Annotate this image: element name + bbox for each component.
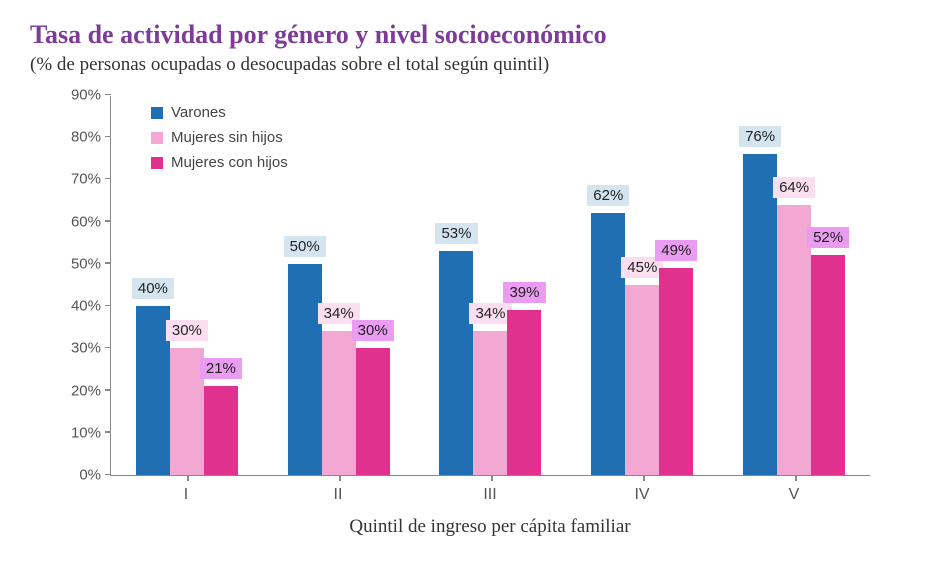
y-tick-mark bbox=[105, 347, 111, 349]
x-tick-mark bbox=[491, 475, 493, 481]
bar-value-label: 62% bbox=[587, 185, 629, 206]
legend-swatch bbox=[151, 107, 163, 119]
bar-group: 53%34%39% bbox=[439, 251, 541, 475]
y-tick-mark bbox=[105, 389, 111, 391]
bar: 76% bbox=[743, 154, 777, 475]
bar-value-label: 39% bbox=[503, 282, 545, 303]
y-tick-mark bbox=[105, 431, 111, 433]
x-tick-mark bbox=[795, 475, 797, 481]
y-tick-mark bbox=[105, 220, 111, 222]
bar: 30% bbox=[356, 348, 390, 475]
bar-value-label: 40% bbox=[132, 278, 174, 299]
x-tick-mark bbox=[187, 475, 189, 481]
bar: 39% bbox=[507, 310, 541, 475]
bar: 40% bbox=[136, 306, 170, 475]
bar-group: 50%34%30% bbox=[288, 264, 390, 475]
y-tick-label: 30% bbox=[51, 340, 101, 357]
x-tick-mark bbox=[643, 475, 645, 481]
x-tick-label: II bbox=[278, 486, 398, 504]
bar-group: 62%45%49% bbox=[591, 213, 693, 475]
bar: 30% bbox=[170, 348, 204, 475]
bar: 62% bbox=[591, 213, 625, 475]
bar-group: 40%30%21% bbox=[136, 306, 238, 475]
chart-subtitle: (% de personas ocupadas o desocupadas so… bbox=[30, 54, 909, 76]
bar: 53% bbox=[439, 251, 473, 475]
bar-value-label: 53% bbox=[435, 223, 477, 244]
bar-value-label: 21% bbox=[200, 358, 242, 379]
chart-title: Tasa de actividad por género y nivel soc… bbox=[30, 20, 909, 50]
bar: 52% bbox=[811, 255, 845, 475]
y-tick-label: 70% bbox=[51, 171, 101, 188]
bar: 64% bbox=[777, 205, 811, 475]
legend-item: Mujeres sin hijos bbox=[151, 129, 288, 146]
bar-value-label: 76% bbox=[739, 126, 781, 147]
bar-value-label: 30% bbox=[352, 320, 394, 341]
bar-value-label: 52% bbox=[807, 227, 849, 248]
y-tick-label: 0% bbox=[51, 467, 101, 484]
y-tick-mark bbox=[105, 305, 111, 307]
x-axis-labels: IIIIIIIVV bbox=[110, 486, 870, 504]
legend-label: Mujeres con hijos bbox=[171, 154, 288, 171]
chart-container: Varones Mujeres sin hijos Mujeres con hijo… bbox=[110, 96, 870, 538]
legend: Varones Mujeres sin hijos Mujeres con hijo… bbox=[151, 104, 288, 179]
y-tick-label: 90% bbox=[51, 87, 101, 104]
y-tick-label: 80% bbox=[51, 129, 101, 146]
plot-area: Varones Mujeres sin hijos Mujeres con hijo… bbox=[110, 96, 870, 476]
y-tick-label: 40% bbox=[51, 298, 101, 315]
y-tick-mark bbox=[105, 474, 111, 476]
x-tick-mark bbox=[339, 475, 341, 481]
legend-swatch bbox=[151, 132, 163, 144]
bar-value-label: 34% bbox=[469, 303, 511, 324]
y-tick-mark bbox=[105, 262, 111, 264]
bar-value-label: 49% bbox=[655, 240, 697, 261]
y-tick-label: 50% bbox=[51, 255, 101, 272]
bar-value-label: 30% bbox=[166, 320, 208, 341]
x-tick-label: IV bbox=[582, 486, 702, 504]
x-tick-label: III bbox=[430, 486, 550, 504]
y-tick-label: 10% bbox=[51, 424, 101, 441]
y-tick-label: 20% bbox=[51, 382, 101, 399]
bar: 34% bbox=[322, 331, 356, 475]
bar: 21% bbox=[204, 386, 238, 475]
y-tick-mark bbox=[105, 94, 111, 96]
legend-label: Mujeres sin hijos bbox=[171, 129, 283, 146]
y-tick-mark bbox=[105, 136, 111, 138]
bar-value-label: 64% bbox=[773, 177, 815, 198]
x-tick-label: I bbox=[126, 486, 246, 504]
legend-label: Varones bbox=[171, 104, 226, 121]
legend-item: Varones bbox=[151, 104, 288, 121]
y-tick-mark bbox=[105, 178, 111, 180]
legend-item: Mujeres con hijos bbox=[151, 154, 288, 171]
bar-group: 76%64%52% bbox=[743, 154, 845, 475]
bar: 50% bbox=[288, 264, 322, 475]
x-tick-label: V bbox=[734, 486, 854, 504]
legend-swatch bbox=[151, 157, 163, 169]
bar: 34% bbox=[473, 331, 507, 475]
bar-value-label: 50% bbox=[284, 236, 326, 257]
bar: 49% bbox=[659, 268, 693, 475]
y-tick-label: 60% bbox=[51, 213, 101, 230]
bar: 45% bbox=[625, 285, 659, 475]
x-axis-title: Quintil de ingreso per cápita familiar bbox=[110, 516, 870, 538]
